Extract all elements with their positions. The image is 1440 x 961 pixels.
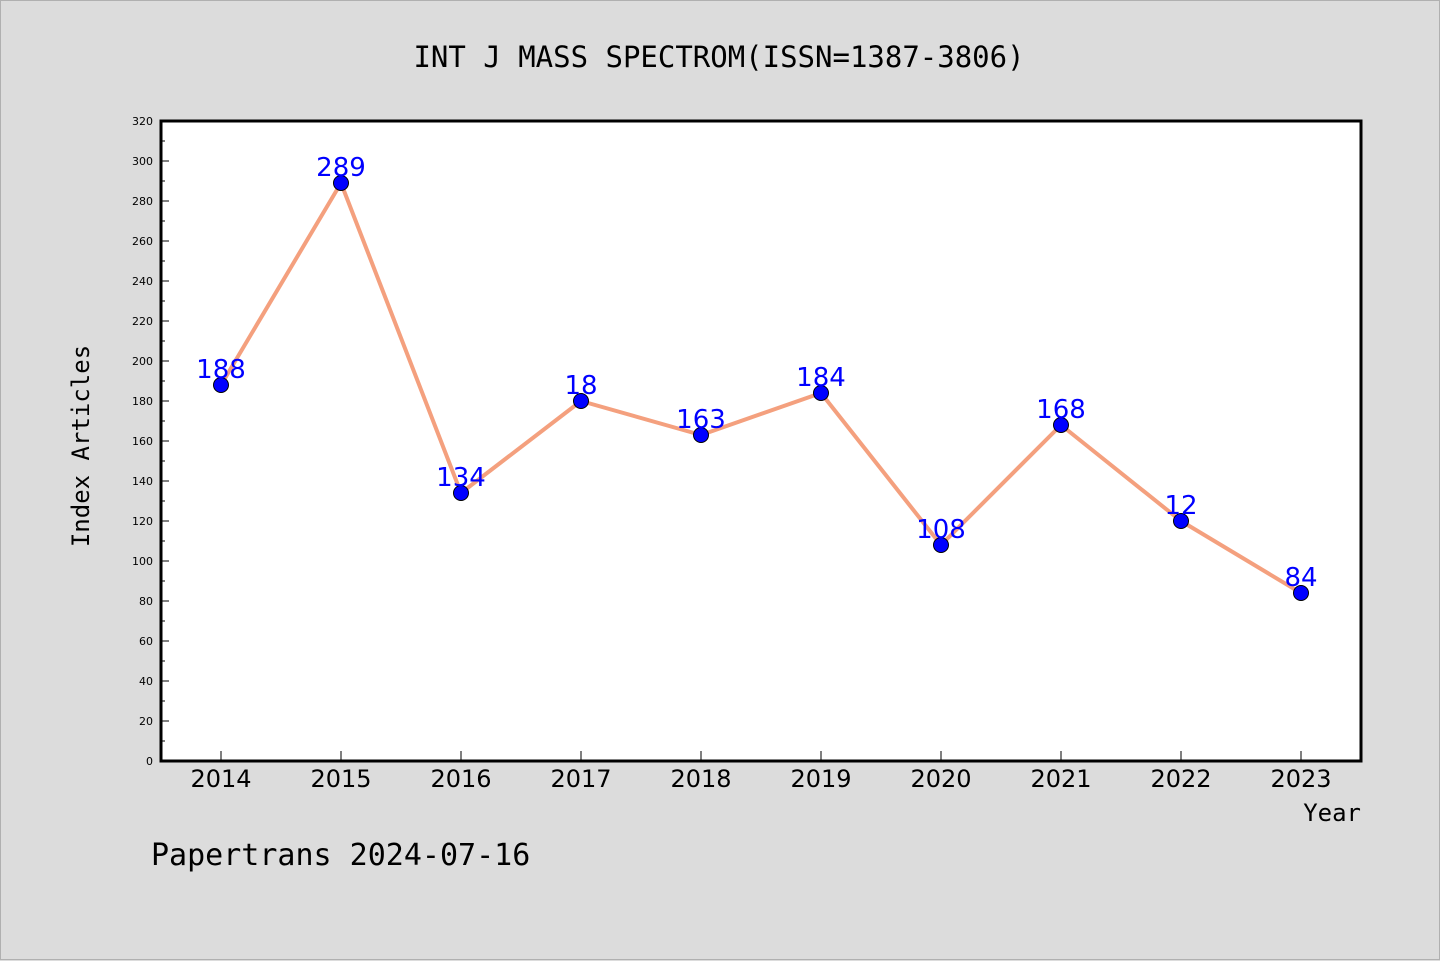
y-axis-label: Index Articles — [67, 345, 95, 547]
y-tick-label: 300 — [132, 155, 153, 168]
y-tick-label: 100 — [132, 555, 153, 568]
y-tick-label: 240 — [132, 275, 153, 288]
x-tick-label: 2016 — [430, 765, 491, 793]
x-tick-label: 2014 — [190, 765, 251, 793]
x-tick-label: 2017 — [550, 765, 611, 793]
data-label: 168 — [1036, 395, 1086, 425]
series-line — [219, 181, 1303, 595]
data-point — [1053, 417, 1069, 433]
data-point — [1173, 513, 1189, 529]
data-markers — [213, 175, 1309, 601]
data-point — [213, 377, 229, 393]
y-tick-label: 200 — [132, 355, 153, 368]
x-tick-label: 2015 — [310, 765, 371, 793]
data-point — [333, 175, 349, 191]
footer-credit: Papertrans 2024-07-16 — [151, 838, 530, 873]
y-tick-label: 160 — [132, 435, 153, 448]
data-point — [813, 385, 829, 401]
x-tick-label: 2021 — [1030, 765, 1091, 793]
data-label: 184 — [796, 363, 846, 393]
y-tick-label: 140 — [132, 475, 153, 488]
y-tick-label: 40 — [139, 675, 153, 688]
y-tick-label: 320 — [132, 115, 153, 128]
y-tick-label: 60 — [139, 635, 153, 648]
y-tick-label: 220 — [132, 315, 153, 328]
data-label: 84 — [1284, 563, 1317, 593]
x-axis-label: Year — [1303, 799, 1361, 827]
data-point — [693, 427, 709, 443]
y-tick-label: 280 — [132, 195, 153, 208]
y-tick-label: 120 — [132, 515, 153, 528]
data-label: 18 — [564, 371, 597, 401]
y-tick-label: 180 — [132, 395, 153, 408]
x-tick-label: 2018 — [670, 765, 731, 793]
y-tick-label: 20 — [139, 715, 153, 728]
x-tick-label: 2020 — [910, 765, 971, 793]
data-label: 12 — [1164, 491, 1197, 521]
data-label: 108 — [916, 515, 966, 545]
y-axis: 0 20 40 60 80 100 120 140 160 180 200 220 240 260 280 3… — [132, 115, 169, 768]
x-tick-label: 2023 — [1270, 765, 1331, 793]
data-point — [573, 393, 589, 409]
y-tick-label: 80 — [139, 595, 153, 608]
chart-title: INT J MASS SPECTROM(ISSN=1387-3806) — [413, 40, 1024, 74]
data-point — [933, 537, 949, 553]
data-point — [1293, 585, 1309, 601]
data-labels: 188 289 134 18 163 184 108 168 12 84 — [196, 153, 1317, 593]
data-label: 289 — [316, 153, 366, 183]
plot-area — [159, 119, 1363, 763]
y-tick-label: 260 — [132, 235, 153, 248]
data-label: 134 — [436, 463, 486, 493]
y-tick-label: 0 — [146, 755, 153, 768]
x-tick-label: 2022 — [1150, 765, 1211, 793]
data-label: 163 — [676, 405, 726, 435]
data-point — [453, 485, 469, 501]
x-axis: 2014 2015 2016 2017 2018 2019 2020 2021 2022 2023 — [190, 751, 1332, 793]
data-label: 188 — [196, 355, 246, 385]
x-tick-label: 2019 — [790, 765, 851, 793]
